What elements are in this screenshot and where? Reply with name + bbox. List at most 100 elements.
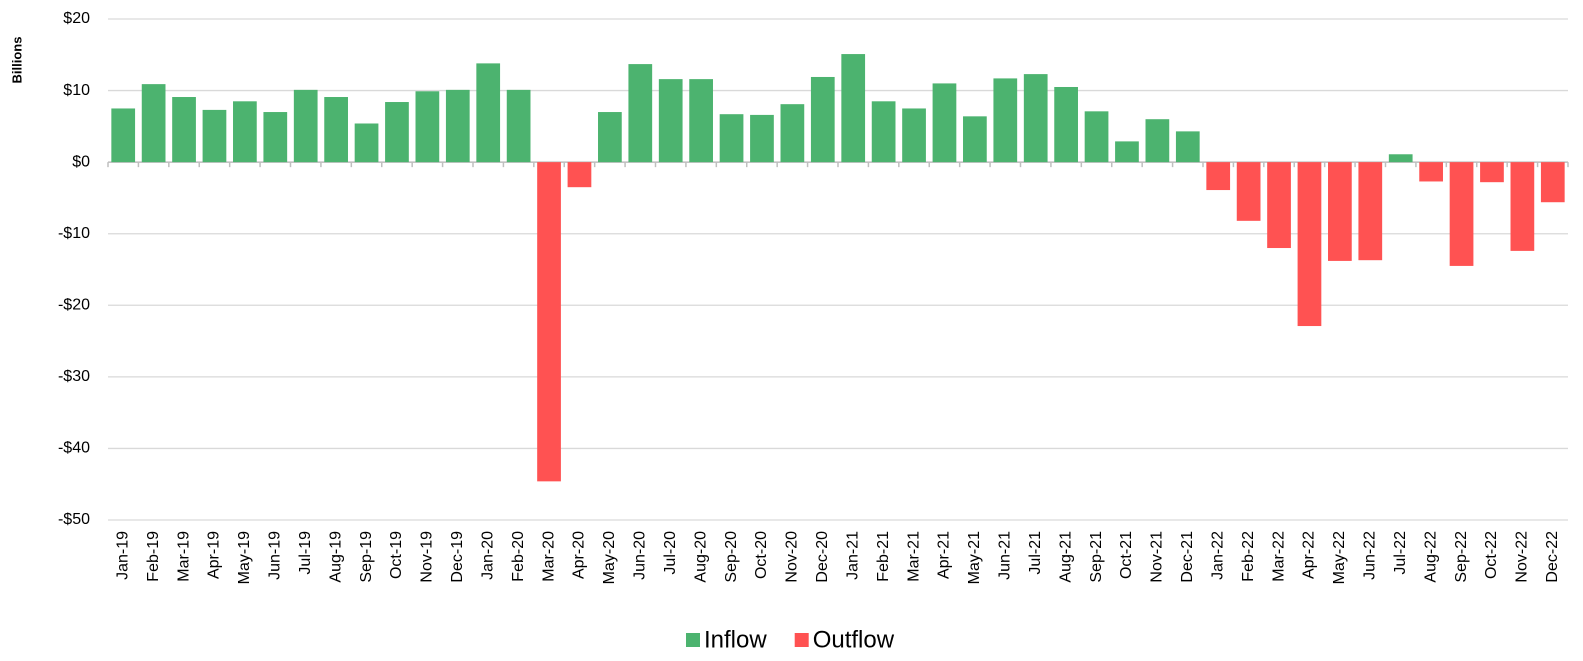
x-tick-label: Jun-21: [997, 531, 1014, 580]
bar: [476, 63, 501, 163]
x-tick-label: Dec-21: [1179, 531, 1196, 583]
y-tick-label: -$20: [58, 297, 90, 314]
legend-label: Outflow: [813, 626, 895, 653]
x-tick-label: Jan-21: [844, 531, 861, 580]
x-tick-label: Feb-20: [510, 531, 527, 582]
legend-label: Inflow: [704, 626, 767, 653]
bar: [932, 83, 957, 163]
bar: [1267, 162, 1291, 249]
x-tick-label: Mar-20: [540, 531, 557, 582]
x-tick-label: Sep-19: [358, 531, 375, 583]
x-tick-label: Jul-22: [1392, 531, 1409, 575]
x-tick-label: Feb-19: [145, 531, 162, 582]
y-tick-label: -$30: [58, 368, 90, 385]
x-tick-label: Jan-19: [114, 531, 131, 580]
x-tick-label: Jul-21: [1027, 531, 1044, 575]
x-tick-label: Mar-19: [175, 531, 192, 582]
x-tick-label: Feb-21: [875, 531, 892, 582]
bar: [1449, 162, 1474, 266]
y-tick-label: $0: [72, 153, 90, 170]
bar: [1084, 111, 1109, 163]
bar: [780, 104, 805, 163]
x-tick-label: Apr-19: [206, 531, 223, 579]
bar: [1297, 162, 1322, 327]
y-tick-label: -$10: [58, 225, 90, 242]
bar: [810, 76, 835, 163]
bar: [1175, 131, 1200, 163]
x-tick-label: Sep-22: [1453, 531, 1470, 583]
bar: [1054, 86, 1078, 163]
bar: [415, 91, 440, 163]
x-tick-label: Jan-20: [479, 531, 496, 580]
x-tick-label: May-19: [236, 531, 253, 584]
x-tick-label: Jan-22: [1209, 531, 1226, 580]
bar: [202, 109, 227, 163]
x-tick-label: Jun-22: [1362, 531, 1379, 580]
x-tick-label: Nov-22: [1514, 531, 1531, 583]
x-tick-label: Oct-19: [388, 531, 405, 579]
x-tick-label: Jun-19: [267, 531, 284, 580]
x-tick-label: Nov-21: [1149, 531, 1166, 583]
x-tick-label: Nov-19: [419, 531, 436, 583]
bar: [293, 89, 318, 163]
bar: [1419, 162, 1443, 182]
x-tick-label: Sep-21: [1088, 531, 1105, 583]
bar: [750, 114, 774, 163]
x-tick-label: Oct-22: [1483, 531, 1500, 579]
x-tick-label: Apr-22: [1301, 531, 1318, 579]
y-tick-label: $10: [63, 82, 90, 99]
bar: [1540, 162, 1565, 203]
bar: [719, 114, 744, 163]
x-tick-label: Nov-20: [784, 531, 801, 583]
bar: [871, 101, 896, 163]
x-tick-label: May-21: [966, 531, 983, 584]
legend-swatch: [686, 633, 700, 647]
bar: [385, 102, 409, 163]
x-tick-label: Jun-20: [632, 531, 649, 580]
x-tick-label: Jul-19: [297, 531, 314, 575]
x-tick-label: Feb-22: [1240, 531, 1257, 582]
x-tick-label: May-20: [601, 531, 618, 584]
x-tick-label: Aug-20: [692, 531, 709, 583]
bar: [1480, 162, 1504, 183]
x-tick-label: Dec-20: [814, 531, 831, 583]
x-tick-label: Apr-20: [571, 531, 588, 579]
x-tick-label: Jul-20: [662, 531, 679, 575]
bar: [1328, 162, 1352, 261]
x-tick-label: Mar-22: [1270, 531, 1287, 582]
bar: [324, 97, 348, 163]
x-tick-label: Aug-19: [327, 531, 344, 583]
bar: [567, 162, 592, 188]
x-tick-label: Aug-21: [1057, 531, 1074, 583]
y-axis-label: Billions: [9, 37, 24, 84]
bar: [354, 123, 379, 163]
legend-swatch: [794, 633, 809, 647]
bar: [1023, 74, 1048, 163]
x-tick-label: Oct-20: [753, 531, 770, 579]
bar: [1388, 154, 1413, 163]
bar: [1206, 162, 1231, 191]
bar: [537, 162, 561, 482]
bar: [111, 108, 136, 163]
x-tick-label: Apr-21: [936, 531, 953, 579]
x-tick-label: Oct-21: [1118, 531, 1135, 579]
bar: [902, 108, 926, 163]
bar: [172, 97, 196, 163]
bar: [233, 101, 257, 163]
bar: [598, 112, 622, 163]
x-tick-label: Sep-20: [723, 531, 740, 583]
bar: [263, 112, 288, 163]
x-tick-label: Mar-21: [905, 531, 922, 582]
bar: [506, 89, 531, 163]
bar: [689, 79, 713, 163]
y-tick-label: -$50: [58, 511, 90, 528]
bar: [841, 54, 866, 163]
y-tick-label: -$40: [58, 440, 90, 457]
bar: [1510, 162, 1535, 251]
x-tick-label: May-22: [1331, 531, 1348, 584]
bar: [658, 79, 683, 163]
bar: [141, 84, 166, 163]
bar: [1145, 119, 1170, 163]
bar: [445, 89, 470, 163]
